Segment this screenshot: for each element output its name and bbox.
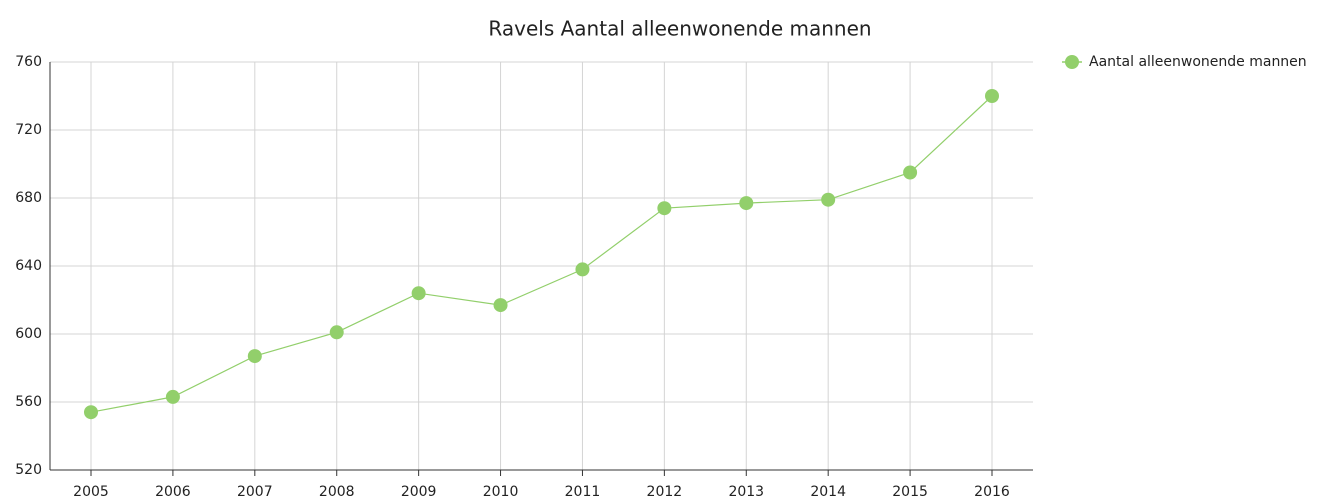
legend-label: Aantal alleenwonende mannen [1089, 54, 1307, 70]
x-tick-label: 2006 [155, 484, 191, 499]
point [739, 196, 754, 211]
x-tick-label: 2008 [319, 484, 355, 499]
point [985, 89, 999, 103]
y-tick-label: 600 [15, 326, 42, 342]
point [84, 405, 98, 420]
point [411, 286, 426, 301]
point [165, 389, 180, 404]
point [821, 192, 836, 207]
x-tick-label: 2010 [483, 484, 519, 499]
x-tick-label: 2005 [73, 484, 109, 499]
point [575, 262, 590, 277]
x-tick-label: 2015 [892, 484, 928, 499]
y-tick-label: 720 [15, 122, 42, 138]
x-tick-label: 2007 [237, 484, 273, 499]
point [903, 165, 918, 180]
y-tick-label: 560 [15, 394, 42, 410]
y-tick-label: 680 [15, 190, 42, 206]
x-tick-label: 2013 [728, 484, 764, 499]
point [329, 325, 344, 340]
x-tick-label: 2012 [647, 484, 683, 499]
point [493, 298, 508, 313]
y-tick-label: 640 [15, 258, 42, 274]
y-tick-label: 760 [15, 54, 42, 70]
legend-marker [1065, 55, 1079, 69]
x-tick-label: 2016 [974, 484, 1010, 499]
series-line [90, 95, 993, 413]
chart-title: Ravels Aantal alleenwonende mannen [488, 17, 871, 41]
point [247, 349, 262, 364]
x-tick-label: 2014 [810, 484, 846, 499]
x-tick-label: 2009 [401, 484, 437, 499]
y-tick-label: 520 [15, 462, 42, 478]
x-tick-label: 2011 [565, 484, 601, 499]
point [657, 201, 672, 216]
